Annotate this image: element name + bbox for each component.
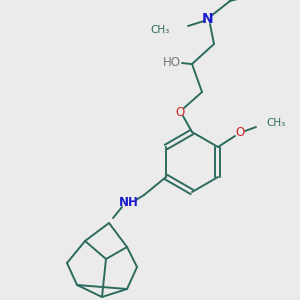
Text: HO: HO xyxy=(163,56,181,68)
Text: O: O xyxy=(236,127,244,140)
Text: O: O xyxy=(176,106,184,118)
Text: CH₃: CH₃ xyxy=(151,25,170,35)
Text: CH₃: CH₃ xyxy=(266,118,285,128)
Text: NH: NH xyxy=(119,196,139,209)
Text: N: N xyxy=(202,12,214,26)
